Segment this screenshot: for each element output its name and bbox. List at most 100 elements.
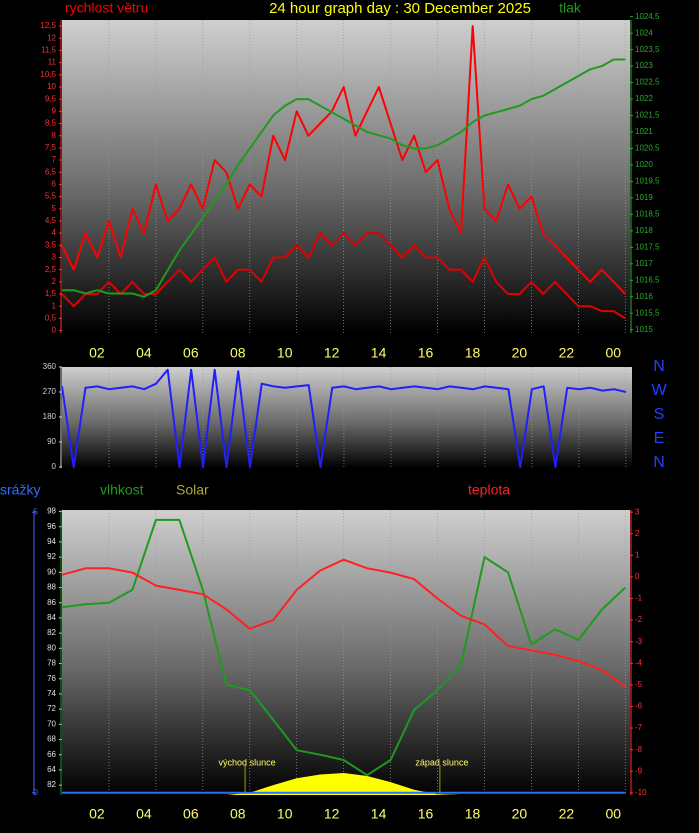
- x-tick-label: 08: [230, 806, 246, 822]
- y2-tick-label: 1022,5: [635, 78, 660, 87]
- legend-entry: srážky: [0, 482, 40, 498]
- y-tick-label: 88: [47, 583, 56, 592]
- series-line: [62, 58, 626, 298]
- y-tick-label: 7: [52, 155, 57, 164]
- x-tick-label: 10: [277, 806, 293, 822]
- direction-label: W: [651, 382, 667, 399]
- y-tick-label: 68: [47, 735, 56, 744]
- series-line: [61, 518, 626, 777]
- series-line: [61, 368, 627, 468]
- y-tick-label: 66: [47, 750, 56, 759]
- y-tick-label: 82: [47, 780, 56, 789]
- y2-tick-label: 1021,5: [635, 111, 660, 120]
- y-tick-label: 10: [47, 82, 56, 91]
- legend-entry: Solar: [176, 482, 209, 498]
- x-tick-label: 12: [324, 345, 340, 361]
- y-tick-label: 12,5: [40, 21, 56, 30]
- x-tick-label: 20: [512, 345, 528, 361]
- y-tick-label: 2: [52, 277, 57, 286]
- y2-tick-label: -10: [635, 788, 647, 797]
- y2-tick-label: 1016: [635, 292, 653, 301]
- y3-tick-label: 5: [34, 507, 39, 516]
- x-tick-label: 00: [606, 806, 622, 822]
- y-tick-label: 5,5: [45, 192, 57, 201]
- y-tick-label: 11: [48, 58, 57, 67]
- direction-label: N: [653, 358, 665, 375]
- y-tick-label: 11,5: [41, 46, 57, 55]
- y2-tick-label: 1020: [635, 160, 653, 169]
- y2-tick-label: 1: [635, 550, 640, 559]
- series-line: [61, 232, 626, 320]
- y-tick-label: 0: [52, 326, 57, 335]
- y-tick-label: 6: [52, 180, 57, 189]
- x-tick-label: 04: [136, 345, 152, 361]
- x-tick-label: 18: [465, 806, 481, 822]
- y2-tick-label: -9: [635, 766, 643, 775]
- y-tick-label: 92: [47, 552, 56, 561]
- y-tick-label: 5: [52, 204, 57, 213]
- y2-tick-label: -6: [635, 702, 643, 711]
- plot-area: [62, 510, 630, 795]
- y-tick-label: 98: [47, 507, 56, 516]
- y-tick-label: 82: [47, 628, 56, 637]
- y-tick-label: 2,5: [45, 265, 57, 274]
- x-tick-label: 12: [324, 806, 340, 822]
- y2-tick-label: -4: [635, 658, 643, 667]
- x-tick-label: 10: [277, 345, 293, 361]
- direction-label: N: [653, 454, 665, 471]
- y2-tick-label: 1018: [635, 226, 653, 235]
- annotation: západ slunce: [415, 757, 468, 767]
- y2-tick-label: 1017,5: [635, 242, 660, 251]
- y-tick-label: 7,5: [45, 143, 57, 152]
- x-tick-label: 02: [89, 345, 105, 361]
- x-tick-label: 06: [183, 806, 199, 822]
- x-tick-label: 16: [418, 806, 434, 822]
- y-tick-label: 72: [47, 704, 56, 713]
- legend-entry: vlhkost: [100, 482, 144, 498]
- y-tick-label: 0: [52, 462, 57, 471]
- y2-tick-label: 1023: [635, 61, 653, 70]
- y-tick-label: 4: [52, 228, 57, 237]
- y-tick-label: 360: [43, 362, 57, 371]
- x-tick-label: 16: [418, 345, 434, 361]
- series-line: [61, 558, 626, 688]
- y2-tick-label: 1020,5: [635, 144, 660, 153]
- y2-tick-label: -5: [635, 680, 643, 689]
- y2-tick-label: 1019: [635, 193, 653, 202]
- y-tick-label: 9: [52, 106, 57, 115]
- y2-tick-label: -2: [635, 615, 643, 624]
- y2-tick-label: 0: [635, 572, 640, 581]
- y2-tick-label: 1015: [635, 325, 653, 334]
- x-tick-label: 06: [183, 345, 199, 361]
- y-tick-label: 12: [47, 33, 56, 42]
- y-tick-label: 84: [47, 613, 56, 622]
- y-tick-label: 86: [47, 598, 56, 607]
- y2-tick-label: -1: [635, 594, 643, 603]
- y-tick-label: 6,5: [45, 167, 57, 176]
- y2-tick-label: -7: [635, 723, 643, 732]
- x-tick-label: 22: [559, 345, 575, 361]
- plot-area: [62, 367, 632, 468]
- y-tick-label: 74: [47, 689, 56, 698]
- y-tick-label: 180: [43, 412, 57, 421]
- y-tick-label: 80: [47, 643, 56, 652]
- y-tick-label: 78: [47, 659, 56, 668]
- y-tick-label: 90: [47, 567, 56, 576]
- y-tick-label: 8: [52, 131, 57, 140]
- y2-tick-label: 2: [635, 529, 640, 538]
- y-tick-label: 3,5: [45, 240, 57, 249]
- legend-entry: rychlost větru: [65, 0, 148, 16]
- y-tick-label: 0,5: [45, 313, 57, 322]
- x-tick-label: 14: [371, 345, 387, 361]
- y2-tick-label: 1015,5: [635, 308, 660, 317]
- chart-title: 24 hour graph day : 30 December 2025: [269, 0, 531, 17]
- y2-tick-label: -8: [635, 745, 643, 754]
- y-tick-label: 10,5: [40, 70, 56, 79]
- y2-tick-label: 1022: [635, 94, 653, 103]
- y-tick-label: 96: [47, 522, 56, 531]
- legend-entry: tlak: [559, 0, 582, 16]
- y2-tick-label: -3: [635, 637, 643, 646]
- x-tick-label: 02: [89, 806, 105, 822]
- y-tick-label: 1,5: [45, 289, 57, 298]
